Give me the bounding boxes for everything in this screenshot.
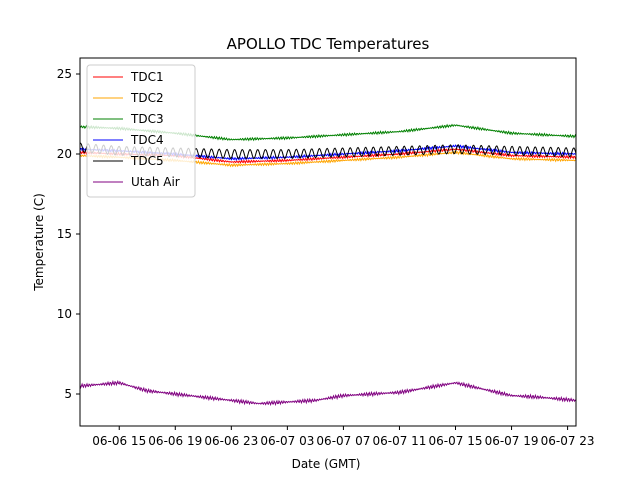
x-tick-label: 06-06 23 <box>204 434 258 448</box>
x-tick-label: 06-07 11 <box>372 434 426 448</box>
plot-frame <box>79 57 577 427</box>
x-axis-label: Date (GMT) <box>292 457 361 471</box>
x-tick-label: 06-07 03 <box>260 434 314 448</box>
y-tick-label: 25 <box>57 67 72 81</box>
x-tick-label: 06-07 07 <box>316 434 370 448</box>
y-axis-label: Temperature (C) <box>32 193 46 292</box>
legend-label: TDC2 <box>130 91 164 105</box>
x-axis: 06-06 15 06-06 19 06-06 23 06-07 03 06-07 07… <box>92 426 595 448</box>
legend-label: TDC1 <box>130 70 164 84</box>
legend-label: TDC4 <box>130 133 164 147</box>
y-tick-label: 5 <box>64 387 72 401</box>
y-tick-label: 15 <box>57 227 72 241</box>
y-tick-label: 10 <box>57 307 72 321</box>
x-tick-label: 06-07 15 <box>429 434 483 448</box>
x-tick-label: 06-07 19 <box>485 434 539 448</box>
chart-title: APOLLO TDC Temperatures <box>227 35 430 53</box>
x-tick-label: 06-06 19 <box>148 434 202 448</box>
legend-label: TDC3 <box>130 112 164 126</box>
y-tick-label: 20 <box>57 147 72 161</box>
series-line-utah-air <box>79 379 577 407</box>
legend-label: TDC5 <box>130 154 164 168</box>
legend-label: Utah Air <box>131 175 180 189</box>
y-axis: 5 10 15 20 25 <box>57 67 80 401</box>
x-tick-label: 06-06 15 <box>92 434 146 448</box>
legend: TDC1 TDC2 TDC3 TDC4 TDC5 Utah Air <box>86 64 196 198</box>
x-tick-label: 06-07 23 <box>541 434 595 448</box>
